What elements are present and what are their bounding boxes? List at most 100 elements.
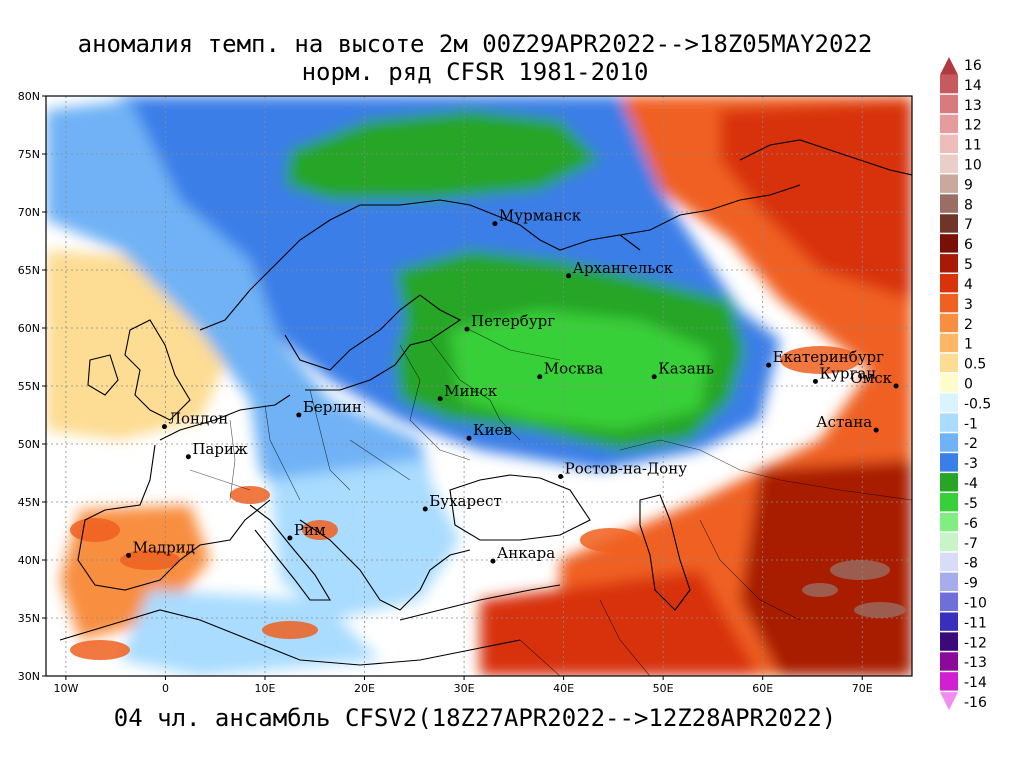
lat-tick-label: 55N bbox=[18, 380, 40, 393]
anomaly-coldest-core bbox=[450, 310, 710, 430]
city-label: Анкара bbox=[497, 544, 555, 562]
legend-swatch bbox=[940, 552, 958, 572]
coast-north-africa bbox=[59, 609, 521, 666]
city-label: Минск bbox=[444, 382, 498, 400]
legend-swatch bbox=[940, 493, 958, 512]
city-marker bbox=[490, 558, 496, 564]
coast-ireland bbox=[87, 354, 119, 396]
legend-swatch bbox=[940, 532, 958, 552]
latitude-axis: 80N 75N 70N 65N 60N 55N 50N 45N 40N 35N 30N bbox=[18, 90, 46, 683]
city-label: Берлин bbox=[303, 398, 362, 416]
lat-tick-label: 60N bbox=[18, 322, 40, 335]
city-label: Париж bbox=[192, 440, 248, 458]
legend-swatch bbox=[940, 214, 958, 233]
legend-swatch bbox=[940, 413, 958, 432]
legend-label: 12 bbox=[964, 118, 982, 134]
city-label: Лондон bbox=[168, 410, 228, 428]
city-label: Москва bbox=[544, 360, 604, 378]
legend-label: 10 bbox=[964, 158, 982, 174]
border-lines-west bbox=[189, 389, 411, 501]
legend-label: -0.5 bbox=[964, 396, 991, 412]
city-marker bbox=[466, 435, 472, 441]
lon-tick-label: 40E bbox=[553, 682, 574, 695]
coast-balkans-aegean bbox=[299, 519, 471, 611]
graticule bbox=[46, 96, 912, 676]
legend-swatch bbox=[940, 393, 958, 412]
city-label: Омск bbox=[850, 369, 892, 387]
legend-swatch bbox=[940, 293, 958, 313]
legend-swatch bbox=[940, 652, 958, 671]
legend-label: 14 bbox=[964, 78, 982, 94]
city-marker bbox=[437, 396, 443, 402]
legend-label: -12 bbox=[964, 635, 987, 651]
legend-label: 5 bbox=[964, 257, 973, 273]
city-marker bbox=[566, 273, 572, 279]
legend-swatch bbox=[940, 612, 958, 631]
anomaly-hot-southeast bbox=[740, 460, 912, 676]
legend-arrow-bottom bbox=[940, 692, 958, 710]
legend-swatch bbox=[940, 632, 958, 651]
legend-swatch bbox=[940, 433, 958, 452]
lat-tick-label: 65N bbox=[18, 264, 40, 277]
legend-label: 0.5 bbox=[964, 357, 986, 373]
legend-label: 16 bbox=[964, 58, 982, 74]
lon-tick-label: 70E bbox=[852, 682, 873, 695]
lon-tick-label: 20E bbox=[354, 682, 375, 695]
city-marker bbox=[161, 424, 167, 430]
legend-label: -1 bbox=[964, 416, 978, 432]
legend-label: -6 bbox=[964, 516, 978, 532]
legend-label: 8 bbox=[964, 197, 973, 213]
legend-label: 13 bbox=[964, 98, 982, 114]
legend-label: 4 bbox=[964, 277, 973, 293]
lat-tick-label: 30N bbox=[18, 670, 40, 683]
legend-label: 1 bbox=[964, 337, 973, 353]
anomaly-cold-core-arctic bbox=[285, 110, 600, 200]
city-marker bbox=[812, 378, 818, 384]
coastlines bbox=[59, 139, 912, 666]
city-label: Ростов-на-Дону bbox=[565, 459, 688, 477]
city-marker bbox=[126, 552, 132, 558]
legend-swatch bbox=[940, 353, 958, 373]
map-title: аномалия темп. на высоте 2м 00Z29APR2022… bbox=[77, 30, 873, 58]
legend-swatch bbox=[940, 333, 958, 353]
legend-swatch bbox=[940, 114, 958, 134]
city-marker bbox=[185, 454, 191, 460]
lat-tick-label: 45N bbox=[18, 496, 40, 509]
legend-swatch bbox=[940, 174, 958, 193]
legend-swatch bbox=[940, 194, 958, 213]
coast-italy bbox=[249, 504, 331, 601]
legend-swatch bbox=[940, 473, 958, 492]
legend-label: 11 bbox=[964, 138, 982, 154]
legend-swatch bbox=[940, 74, 958, 94]
legend-label: -13 bbox=[964, 655, 987, 671]
legend-label: 7 bbox=[964, 217, 973, 233]
coast-norway bbox=[199, 199, 641, 331]
legend-swatch bbox=[940, 672, 958, 691]
borders bbox=[189, 329, 912, 676]
map-subtitle: норм. ряд CFSR 1981-2010 bbox=[301, 58, 649, 86]
legend-label: -9 bbox=[964, 576, 978, 592]
city-marker bbox=[558, 473, 564, 479]
legend-label: 2 bbox=[964, 317, 973, 333]
hot-patches bbox=[802, 560, 906, 618]
legend-label: -14 bbox=[964, 675, 987, 691]
lon-tick-label: 0 bbox=[162, 682, 169, 695]
city-label: Бухарест bbox=[429, 492, 501, 510]
lon-tick-label: 60E bbox=[752, 682, 773, 695]
coast-black-sea bbox=[449, 474, 591, 541]
lon-tick-label: 10W bbox=[53, 682, 78, 695]
lat-tick-label: 70N bbox=[18, 206, 40, 219]
legend-label: -8 bbox=[964, 556, 978, 572]
legend-swatch bbox=[940, 234, 958, 253]
longitude-axis: 10W 0 10E 20E 30E 40E 50E 60E 70E bbox=[53, 676, 873, 695]
legend-swatch bbox=[940, 453, 958, 472]
legend-label: -7 bbox=[964, 536, 978, 552]
legend-label: -11 bbox=[964, 615, 987, 631]
city-label: Екатеринбург bbox=[773, 348, 884, 366]
legend-swatch bbox=[940, 313, 958, 333]
border-lines-east bbox=[399, 329, 912, 676]
city-label: Казань bbox=[658, 360, 714, 378]
city-label: Петербург bbox=[471, 312, 555, 330]
legend-swatch bbox=[940, 254, 958, 273]
city-marker bbox=[651, 374, 657, 380]
